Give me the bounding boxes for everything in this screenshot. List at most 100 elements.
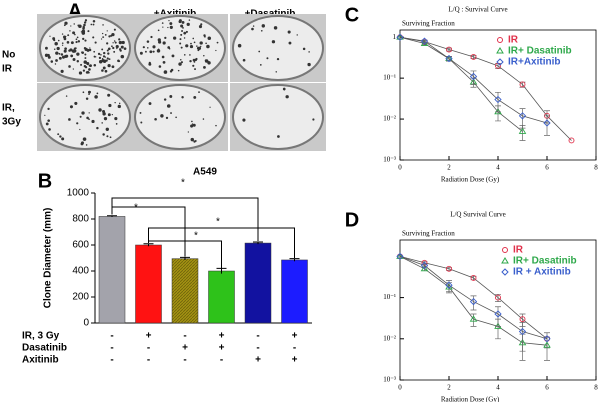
- colony: [205, 42, 207, 45]
- colony: [75, 40, 78, 44]
- x-tick-label: 2: [447, 384, 451, 392]
- colony: [83, 65, 87, 68]
- colony: [87, 30, 90, 33]
- colony: [259, 63, 262, 66]
- colony: [83, 60, 87, 64]
- colony: [276, 57, 280, 61]
- colony: [44, 114, 46, 116]
- colony: [68, 65, 71, 68]
- colony: [287, 30, 291, 34]
- colony: [152, 50, 155, 53]
- colony: [88, 118, 90, 121]
- colony: [192, 64, 195, 67]
- colony: [102, 109, 106, 113]
- colony: [148, 61, 151, 64]
- colony: [118, 60, 121, 63]
- colony: [123, 47, 127, 51]
- colony: [111, 114, 113, 116]
- y-tick-label: 0: [83, 318, 89, 329]
- data-point: [470, 274, 477, 281]
- colony: [200, 45, 202, 48]
- colony: [83, 23, 86, 27]
- data-point: [396, 33, 404, 40]
- colony: [58, 56, 62, 60]
- colony: [178, 19, 182, 23]
- data-point: [519, 316, 526, 323]
- colony: [118, 38, 121, 41]
- colony: [82, 37, 85, 40]
- colony: [147, 47, 149, 49]
- x-tick-label: 0: [398, 164, 402, 172]
- colony: [108, 58, 110, 60]
- colony: [101, 58, 104, 60]
- colony: [69, 30, 71, 32]
- colony: [47, 107, 50, 111]
- legend-marker: [501, 257, 509, 264]
- colony: [173, 36, 177, 40]
- significance-bracket: [111, 206, 186, 257]
- colony: [61, 44, 64, 46]
- treatment-sign: +: [219, 331, 225, 342]
- colony: [193, 95, 197, 99]
- bar: [208, 270, 235, 324]
- colony: [190, 42, 192, 45]
- row-label: IR: [2, 64, 13, 75]
- y-tick-label: 600: [72, 240, 89, 251]
- colony: [182, 27, 184, 29]
- colony: [79, 115, 82, 118]
- dish: [134, 15, 226, 81]
- colony: [197, 46, 202, 51]
- colony: [195, 57, 198, 61]
- colony: [82, 25, 85, 29]
- treatment-sign: -: [183, 355, 186, 366]
- colony: [102, 112, 106, 116]
- colony: [260, 29, 263, 32]
- colony: [111, 45, 113, 48]
- treatment-sign: +: [255, 355, 261, 366]
- colony: [183, 31, 187, 35]
- colony: [54, 63, 57, 65]
- treatment-sign: +: [292, 331, 298, 342]
- colony: [63, 37, 67, 41]
- colony: [101, 69, 104, 72]
- y-tick-label: 200: [72, 292, 89, 303]
- colony: [54, 42, 58, 46]
- data-point: [568, 137, 575, 144]
- colony: [90, 23, 93, 26]
- colony: [83, 47, 87, 50]
- survival-curve: [399, 36, 572, 141]
- colony: [207, 61, 211, 65]
- treatment-name: Axitinib: [22, 355, 59, 366]
- x-tick-label: 2: [447, 164, 451, 172]
- colony: [139, 111, 142, 114]
- colony: [88, 65, 90, 67]
- colony: [83, 21, 87, 24]
- treatment-sign: -: [256, 343, 259, 354]
- colony: [277, 135, 280, 138]
- treatment-sign: +: [292, 355, 298, 366]
- treatment-name: Dasatinib: [22, 343, 67, 354]
- colony: [312, 118, 315, 121]
- x-tick-label: 6: [545, 164, 549, 172]
- colony: [55, 51, 59, 55]
- colony: [192, 58, 196, 62]
- colony: [178, 62, 182, 66]
- colony: [183, 37, 186, 39]
- dish: [39, 84, 131, 150]
- colony: [88, 93, 90, 96]
- legend-marker: [496, 58, 504, 66]
- data-point: [420, 261, 429, 270]
- row-label: IR,: [2, 103, 15, 114]
- data-point: [518, 327, 527, 336]
- data-point: [543, 341, 551, 348]
- colony: [142, 46, 145, 49]
- colony: [77, 40, 81, 43]
- colony: [106, 42, 109, 45]
- panel-label: D: [345, 209, 359, 231]
- legend-label: IR + Axitinib: [513, 267, 571, 278]
- colony: [47, 119, 50, 122]
- colony: [47, 55, 51, 59]
- colony: [165, 116, 169, 120]
- colony: [190, 137, 194, 142]
- colony: [58, 52, 61, 55]
